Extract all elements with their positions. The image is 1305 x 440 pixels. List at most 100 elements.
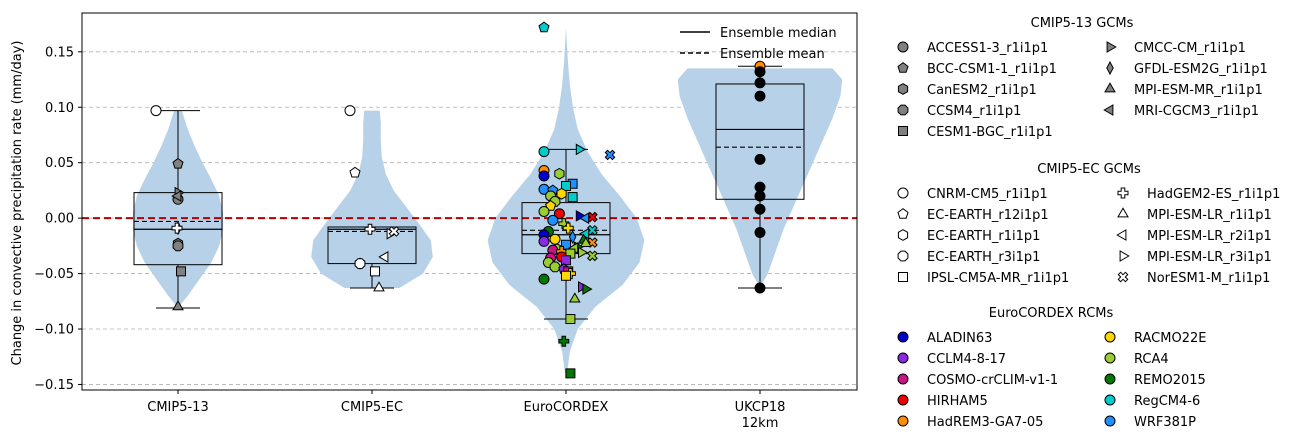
data-point-eurocordex (586, 211, 598, 223)
y-tick-label: −0.05 (34, 267, 74, 282)
data-point-eurocordex (554, 167, 565, 180)
legend-entry-label: HadGEM2-ES_r1i1p1 (1147, 187, 1280, 202)
legend-entry-label: MRI-CGCM3_r1i1p1 (1134, 104, 1259, 119)
data-point-eurocordex (538, 146, 550, 158)
data-point-eurocordex (586, 225, 598, 236)
data-point-eurocordex (538, 21, 550, 33)
legend-marker (1117, 207, 1129, 218)
data-point-cmip5-ec (364, 223, 376, 235)
legend-entry-label: EC-EARTH_r1i1p1 (927, 229, 1040, 244)
data-point-cmip5-ec (373, 281, 385, 292)
data-point-ukcp18 (754, 203, 766, 215)
plot-area: −0.15 −0.10 −0.05 0.00 0.05 0.10 0.15 CMIP5-13 C… (34, 12, 858, 431)
legend-line-label: Ensemble mean (720, 47, 825, 62)
data-point-ukcp18 (754, 190, 766, 202)
legend-marker (1104, 352, 1116, 364)
legend-title: CMIP5-13 GCMs (1031, 16, 1134, 31)
data-point-ukcp18 (754, 153, 766, 165)
axes-frame (81, 12, 858, 391)
legend-entry-label: CNRM-CM5_r1i1p1 (927, 187, 1048, 202)
data-point-eurocordex (579, 212, 590, 225)
data-point-eurocordex (558, 335, 570, 347)
legend-marker (897, 62, 909, 73)
legend-entry-label: MPI-ESM-LR_r3i1p1 (1147, 250, 1272, 265)
legend-entry-label: CESM1-BGC_r1i1p1 (927, 125, 1053, 140)
data-point-cmip5-ec (354, 258, 366, 269)
legend-marker (897, 104, 909, 116)
data-point-cmip5-ec (388, 226, 400, 237)
legend-entry-label: HadREM3-GA7-05 (927, 415, 1043, 430)
y-tick-label: −0.10 (34, 323, 74, 338)
legend-entry-label: IPSL-CM5A-MR_r1i1p1 (927, 271, 1069, 286)
x-tick-label: EuroCORDEX (524, 400, 609, 415)
legend-entry-label: MPI-ESM-MR_r1i1p1 (1134, 83, 1263, 98)
data-point-cmip5-ec (349, 166, 361, 178)
data-point-eurocordex (545, 199, 557, 211)
legend-entry-label: RCA4 (1134, 352, 1169, 367)
legend-marker (897, 394, 909, 406)
data-point-eurocordex (578, 246, 589, 259)
legend-entry-label: CanESM2_r1i1p1 (927, 83, 1037, 98)
data-point-eurocordex (561, 270, 571, 281)
data-point-eurocordex (579, 236, 592, 247)
legend-entry-label: CCSM4_r1i1p1 (927, 104, 1021, 119)
legend-line-label: Ensemble median (720, 26, 837, 41)
x-tick-label: UKCP18 (735, 400, 786, 415)
data-point-ukcp18 (754, 227, 766, 239)
data-point-eurocordex (565, 314, 576, 325)
legend-marker (898, 272, 908, 282)
data-point-eurocordex (553, 208, 565, 220)
legend-marker (1103, 104, 1114, 116)
legend-marker (1117, 271, 1129, 283)
data-point-cmip5-13 (171, 190, 182, 202)
legend-marker (1117, 187, 1129, 199)
legend-marker (1106, 41, 1117, 53)
data-point-ukcp18 (754, 66, 766, 78)
legend-marker (897, 331, 909, 343)
legend-entry-label: NorESM1-M_r1i1p1 (1147, 271, 1270, 286)
data-point-eurocordex (556, 187, 567, 200)
legend-entry-label: EC-EARTH_r12i1p1 (927, 208, 1049, 223)
legend-marker (1104, 415, 1116, 427)
data-point-eurocordex (568, 292, 581, 303)
legend-entry-label: MPI-ESM-LR_r2i1p1 (1147, 229, 1272, 244)
data-point-eurocordex (562, 222, 574, 234)
legend-marker (1104, 82, 1116, 93)
legend-marker (897, 208, 909, 219)
data-point-eurocordex (586, 250, 598, 262)
y-tick-label: 0.05 (45, 156, 74, 171)
legend-entry-label: MPI-ESM-LR_r1i1p1 (1147, 208, 1272, 223)
x-tick-label: CMIP5-EC (341, 400, 403, 415)
y-tick-label: 0.00 (45, 212, 74, 227)
legend-title: EuroCORDEX RCMs (989, 306, 1114, 321)
legend-entry-label: HIRHAM5 (927, 394, 988, 409)
legend-entry-label: CCLM4-8-17 (927, 352, 1006, 367)
y-tick-label: 0.15 (45, 45, 74, 60)
data-point-eurocordex (549, 233, 561, 245)
legend-marker (897, 229, 909, 241)
data-point-eurocordex (565, 368, 576, 379)
data-point-eurocordex (582, 283, 593, 295)
legend-title: CMIP5-EC GCMs (1037, 162, 1141, 177)
violin-body (132, 110, 224, 308)
legend-entry-label: REMO2015 (1134, 373, 1206, 388)
data-point-eurocordex (547, 214, 559, 226)
data-point-eurocordex (538, 273, 550, 285)
legend-marker (897, 83, 909, 95)
data-point-eurocordex (604, 149, 616, 161)
data-point-eurocordex (538, 170, 550, 182)
data-point-cmip5-13 (176, 266, 186, 277)
legend-entry-label: CMCC-CM_r1i1p1 (1134, 41, 1246, 56)
legend-entry-label: BCC-CSM1-1_r1i1p1 (927, 62, 1057, 77)
data-point-cmip5-ec (378, 251, 389, 263)
legend-entry-label: GFDL-ESM2G_r1i1p1 (1134, 62, 1268, 77)
legend-marker (898, 126, 908, 136)
data-point-eurocordex (567, 192, 578, 203)
legend-marker (1119, 250, 1130, 262)
legend-marker (1104, 373, 1116, 385)
data-point-eurocordex (549, 261, 561, 273)
data-point-cmip5-13 (171, 222, 183, 234)
x-tick-label-line2: 12km (742, 416, 779, 431)
data-point-ukcp18 (754, 282, 766, 294)
